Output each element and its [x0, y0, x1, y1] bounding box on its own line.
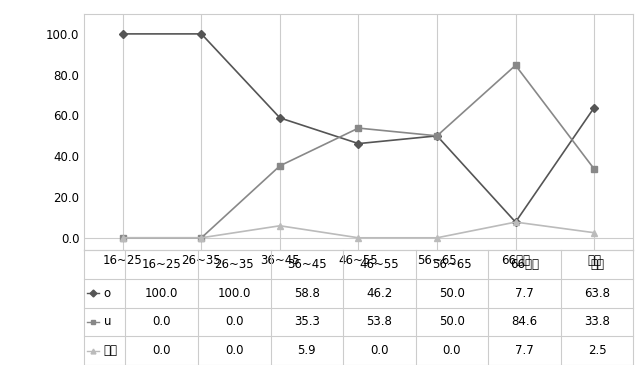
u	[590, 167, 598, 171]
Text: 7.7: 7.7	[515, 287, 534, 300]
o	[590, 105, 598, 110]
u	[355, 126, 363, 130]
Text: o: o	[104, 287, 111, 300]
o	[197, 32, 205, 36]
Line: 기타: 기타	[120, 219, 597, 241]
기타	[197, 235, 205, 240]
o	[512, 220, 520, 224]
u	[276, 164, 284, 168]
Text: 전체: 전체	[590, 258, 604, 271]
Text: 66이상: 66이상	[510, 258, 539, 271]
o	[276, 116, 284, 120]
Text: 58.8: 58.8	[294, 287, 320, 300]
o	[433, 134, 441, 138]
기타	[433, 235, 441, 240]
Line: o: o	[120, 31, 597, 225]
Text: 0.0: 0.0	[442, 344, 461, 357]
Text: 46~55: 46~55	[359, 258, 399, 271]
Text: 26~35: 26~35	[214, 258, 254, 271]
기타	[276, 224, 284, 228]
Text: 7.7: 7.7	[515, 344, 534, 357]
Text: 0.0: 0.0	[370, 344, 388, 357]
Text: 2.5: 2.5	[588, 344, 606, 357]
o	[355, 141, 363, 146]
Text: 0.0: 0.0	[152, 315, 171, 328]
Text: 100.0: 100.0	[145, 287, 178, 300]
기타	[590, 231, 598, 235]
u	[119, 235, 127, 240]
Text: 53.8: 53.8	[367, 315, 392, 328]
Text: 0.0: 0.0	[225, 315, 244, 328]
Text: 56~65: 56~65	[432, 258, 472, 271]
Text: 기타: 기타	[104, 344, 118, 357]
u	[197, 235, 205, 240]
Text: 100.0: 100.0	[217, 287, 251, 300]
Text: 84.6: 84.6	[511, 315, 538, 328]
Text: u: u	[104, 315, 111, 328]
Text: 63.8: 63.8	[584, 287, 610, 300]
Text: 35.3: 35.3	[294, 315, 320, 328]
기타	[119, 235, 127, 240]
기타	[355, 235, 363, 240]
Text: 33.8: 33.8	[584, 315, 610, 328]
u	[433, 134, 441, 138]
Text: 0.0: 0.0	[152, 344, 171, 357]
Text: 16~25: 16~25	[142, 258, 181, 271]
Text: 50.0: 50.0	[439, 287, 465, 300]
기타	[512, 220, 520, 224]
o	[119, 32, 127, 36]
Text: 46.2: 46.2	[367, 287, 392, 300]
Text: 0.0: 0.0	[225, 344, 244, 357]
u	[512, 63, 520, 68]
Text: 50.0: 50.0	[439, 315, 465, 328]
Line: u: u	[120, 62, 597, 241]
Text: 5.9: 5.9	[298, 344, 316, 357]
Text: 36~45: 36~45	[287, 258, 327, 271]
